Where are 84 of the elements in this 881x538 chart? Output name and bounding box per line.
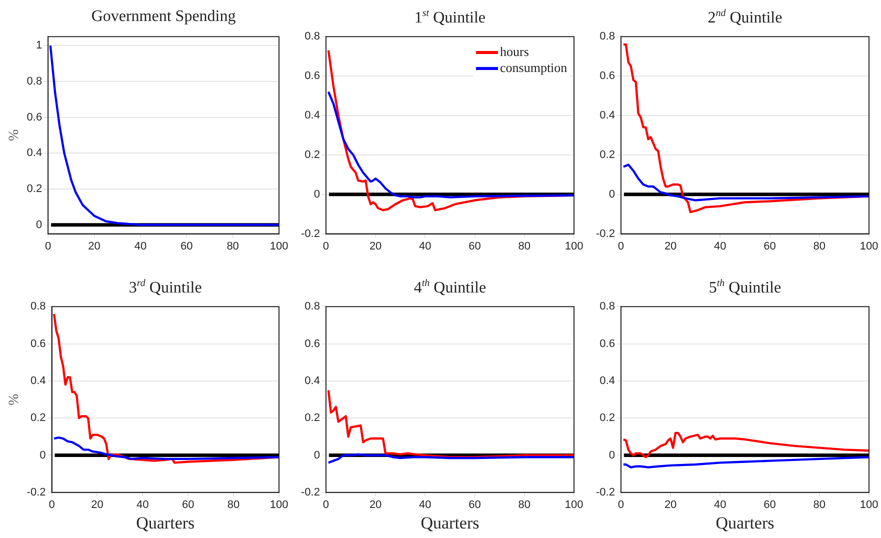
x-tick-label: 80 xyxy=(226,240,239,252)
x-tick-label: 100 xyxy=(270,499,288,512)
x-tick-label: 0 xyxy=(322,499,330,512)
x-tick-label: 40 xyxy=(714,240,726,252)
y-tick-label: 0.4 xyxy=(600,110,615,122)
y-tick-label: 0.4 xyxy=(304,374,320,387)
y-tick-label: 0.6 xyxy=(600,338,615,350)
y-axis-title: % xyxy=(7,393,22,406)
x-tick-label: 60 xyxy=(468,240,481,252)
y-tick-label: 0 xyxy=(40,449,46,462)
legend-label: hours xyxy=(500,44,529,59)
x-tick-label: 100 xyxy=(564,240,584,252)
y-tick-label: -0.2 xyxy=(596,228,615,240)
x-tick-label: 60 xyxy=(764,499,776,512)
y-tick-label: 0.2 xyxy=(30,412,46,424)
x-tick-label: 80 xyxy=(518,240,531,252)
x-tick-label: 80 xyxy=(813,240,826,252)
y-tick-label: 0.8 xyxy=(600,300,615,313)
x-tick-label: 60 xyxy=(180,240,193,252)
y-tick-label: -0.2 xyxy=(596,486,615,498)
y-tick-label: 0 xyxy=(36,218,42,231)
x-tick-label: 40 xyxy=(134,240,147,252)
x-tick-label: 80 xyxy=(518,499,531,512)
chart-title: 4$^{th}$ Quintile xyxy=(412,278,488,298)
x-tick-label: 40 xyxy=(136,499,149,512)
x-tick-label: 80 xyxy=(227,499,240,512)
x-tick-label: 20 xyxy=(664,240,677,252)
x-tick-label: 40 xyxy=(714,499,726,512)
x-tick-label: 20 xyxy=(369,240,382,252)
x-tick-label: 40 xyxy=(419,240,432,252)
y-tick-label: 0 xyxy=(608,188,615,200)
x-tick-label: 20 xyxy=(88,240,100,252)
chart-title: 3$^{rd}$ Quintile xyxy=(128,278,203,298)
y-tick-label: 0.2 xyxy=(600,412,615,424)
y-tick-label: 0.6 xyxy=(304,338,320,350)
y-tick-label: 0.8 xyxy=(26,75,42,88)
x-tick-label: 0 xyxy=(618,499,624,512)
x-tick-label: 0 xyxy=(322,240,330,252)
x-tick-label: 80 xyxy=(813,499,826,512)
y-tick-label: -0.2 xyxy=(300,486,320,498)
x-tick-label: 20 xyxy=(91,499,104,512)
x-tick-label: 0 xyxy=(618,240,624,252)
chart-title: Government Spending xyxy=(90,8,237,26)
y-tick-label: 0.4 xyxy=(304,110,320,122)
legend-label: consumption xyxy=(500,60,568,75)
y-tick-label: 0.8 xyxy=(304,300,320,313)
x-tick-label: 100 xyxy=(860,240,878,252)
y-tick-label: 1 xyxy=(36,40,42,52)
y-tick-label: 0.2 xyxy=(600,148,615,161)
y-tick-label: 0.8 xyxy=(30,300,46,313)
y-tick-label: -0.2 xyxy=(300,228,320,240)
y-tick-label: 0.4 xyxy=(26,147,42,160)
y-tick-label: 0.6 xyxy=(26,111,42,124)
y-tick-label: 0.8 xyxy=(600,30,615,43)
y-tick-label: 0.6 xyxy=(600,70,615,82)
y-tick-label: 0.8 xyxy=(304,30,320,43)
chart-title: 1$^{st}$ Quintile xyxy=(413,8,487,28)
x-tick-label: 100 xyxy=(564,499,584,512)
y-tick-label: 0.2 xyxy=(304,148,320,161)
x-tick-label: 100 xyxy=(860,499,878,512)
chart-title: 2$^{nd}$ Quintile xyxy=(706,8,784,28)
x-tick-label: 60 xyxy=(468,499,481,512)
y-tick-label: 0 xyxy=(314,188,320,200)
y-tick-label: -0.2 xyxy=(26,486,46,498)
x-tick-label: 60 xyxy=(764,240,776,252)
y-tick-label: 0 xyxy=(608,449,615,462)
x-tick-label: 40 xyxy=(419,499,432,512)
y-tick-label: 0.4 xyxy=(600,374,615,387)
x-tick-label: 20 xyxy=(664,499,677,512)
x-axis-title: Quarters xyxy=(716,513,774,532)
y-tick-label: 0 xyxy=(314,449,320,462)
y-tick-label: 0.4 xyxy=(30,374,46,387)
x-axis-title: Quarters xyxy=(136,513,195,532)
y-tick-label: 0.6 xyxy=(30,338,46,350)
y-tick-label: 0.6 xyxy=(304,70,320,82)
x-tick-label: 20 xyxy=(369,499,382,512)
y-tick-label: 0.2 xyxy=(304,412,320,424)
chart-title: 5$^{th}$ Quintile xyxy=(708,278,782,298)
x-tick-label: 0 xyxy=(48,499,55,512)
y-tick-label: 0.2 xyxy=(26,183,42,196)
x-tick-label: 60 xyxy=(182,499,194,512)
y-axis-title: % xyxy=(7,129,22,142)
x-tick-label: 100 xyxy=(270,240,288,252)
x-axis-title: Quarters xyxy=(420,513,480,532)
